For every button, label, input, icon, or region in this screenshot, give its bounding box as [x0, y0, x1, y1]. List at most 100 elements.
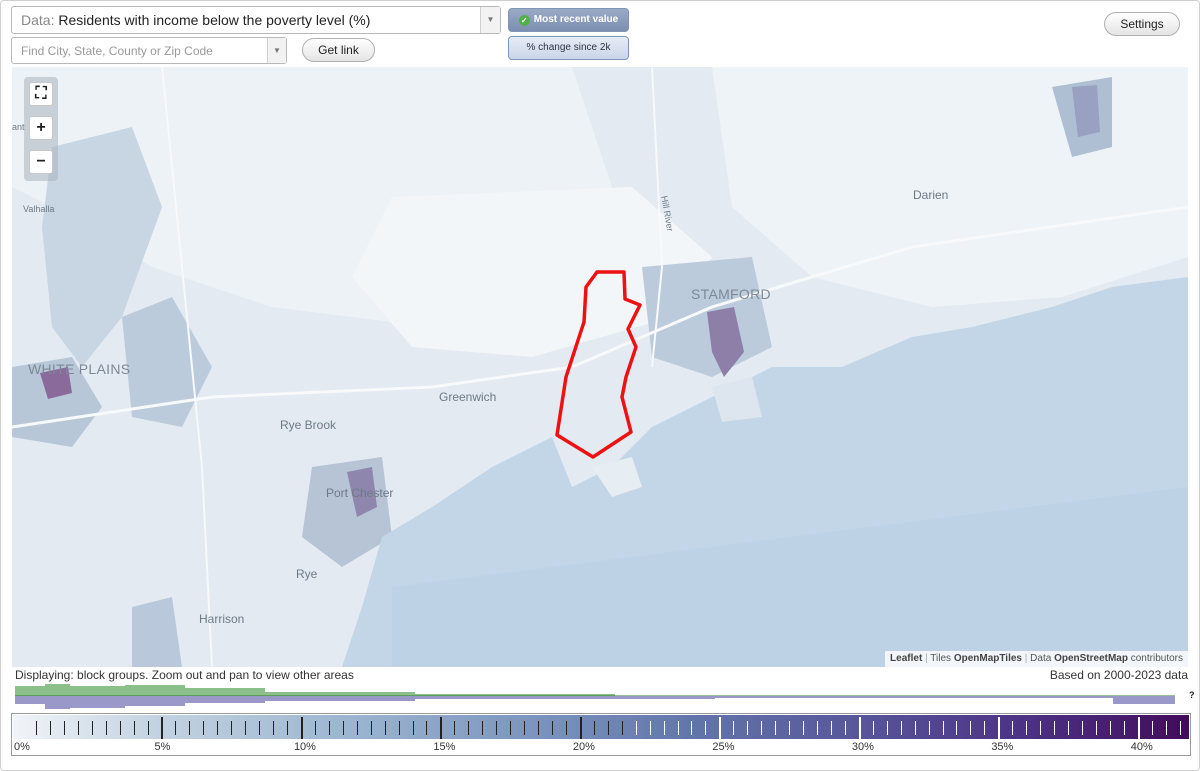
- legend-minor-tick: [761, 721, 763, 735]
- legend-minor-tick: [273, 721, 275, 735]
- legend-minor-tick: [175, 721, 177, 735]
- attribution-data-prefix: Data: [1030, 653, 1052, 664]
- legend-major-tick: [440, 717, 443, 739]
- legend-minor-tick: [1179, 721, 1181, 735]
- legend-minor-tick: [49, 721, 51, 735]
- legend-minor-tick: [245, 721, 247, 735]
- legend-minor-tick: [496, 721, 498, 735]
- legend-label: 40%: [1130, 741, 1153, 753]
- land-patch-greenwich: [352, 187, 712, 357]
- legend-minor-tick: [91, 721, 93, 735]
- histogram-lower: [15, 696, 1175, 709]
- attribution-leaflet-link[interactable]: Leaflet: [890, 653, 923, 664]
- legend-minor-tick: [482, 721, 484, 735]
- legend-minor-tick: [677, 721, 679, 735]
- legend-help-icon[interactable]: ?: [1189, 690, 1195, 700]
- color-legend: 0% 5% 10% 15% 20% 25% 30% 35% 40%: [11, 713, 1191, 756]
- legend-minor-tick: [1165, 721, 1167, 735]
- legend-minor-tick: [552, 721, 553, 735]
- legend-minor-tick: [984, 721, 986, 735]
- legend-minor-tick: [203, 721, 205, 735]
- legend-minor-tick: [398, 721, 400, 735]
- legend-major-tick: [579, 717, 582, 739]
- legend-minor-tick: [1109, 721, 1111, 735]
- legend-major-tick: [300, 717, 303, 739]
- legend-minor-tick: [733, 721, 735, 735]
- legend-minor-tick: [77, 721, 79, 735]
- legend-label: 5%: [154, 741, 171, 753]
- legend-minor-tick: [803, 721, 805, 735]
- legend-major-tick: [1137, 717, 1140, 739]
- data-select-dropdown-icon[interactable]: ▼: [480, 7, 500, 33]
- legend-major-tick: [858, 717, 861, 739]
- legend-minor-tick: [1151, 721, 1153, 735]
- legend-minor-tick: [412, 721, 414, 735]
- island-2: [712, 377, 762, 422]
- percent-change-toggle[interactable]: % change since 2k: [508, 36, 629, 60]
- attribution-osm-link[interactable]: OpenStreetMap: [1054, 653, 1128, 664]
- legend-minor-tick: [217, 721, 219, 735]
- map-view[interactable]: ⛶ + − WHITE PLAINS STAMFORD Greenwich Ry…: [12, 67, 1188, 667]
- get-link-button[interactable]: Get link: [302, 38, 375, 62]
- legend-minor-tick: [356, 721, 358, 735]
- place-label-rye-brook: Rye Brook: [280, 418, 337, 432]
- sound-deep-water: [392, 487, 1188, 667]
- high-poverty-northeast: [1072, 85, 1100, 137]
- legend-gradient: [13, 715, 1189, 739]
- legend-major-tick: [719, 717, 722, 739]
- legend-minor-tick: [593, 721, 595, 735]
- island-1: [592, 457, 642, 497]
- legend-minor-tick: [789, 721, 791, 735]
- data-select-value: Residents with income below the poverty …: [58, 12, 371, 28]
- legend-minor-tick: [342, 721, 344, 735]
- legend-minor-tick: [900, 721, 902, 735]
- interstate-road: [12, 205, 1188, 429]
- block-group-wp-south: [122, 297, 212, 427]
- map-canvas: [12, 67, 1188, 667]
- legend-minor-tick: [691, 721, 693, 735]
- legend-minor-tick: [635, 721, 637, 735]
- legend-minor-tick: [231, 721, 233, 735]
- legend-minor-tick: [705, 721, 707, 735]
- legend-minor-tick: [1082, 721, 1083, 735]
- search-dropdown-icon[interactable]: ▼: [267, 38, 286, 63]
- legend-minor-tick: [1054, 721, 1056, 735]
- high-poverty-white-plains: [40, 367, 72, 399]
- legend-minor-tick: [970, 721, 972, 735]
- zoom-out-button[interactable]: −: [29, 150, 53, 174]
- legend-minor-tick: [328, 721, 330, 735]
- data-select[interactable]: Data: Residents with income below the po…: [11, 6, 501, 34]
- legend-minor-tick: [649, 721, 651, 735]
- most-recent-value-toggle[interactable]: ✓ Most recent value: [508, 8, 629, 32]
- legend-minor-tick: [872, 721, 874, 735]
- legend-minor-tick: [942, 721, 944, 735]
- attribution-tiles-link[interactable]: OpenMapTiles: [953, 653, 1022, 664]
- data-select-prefix: Data:: [21, 12, 55, 28]
- distribution-histogram: [15, 684, 1175, 709]
- zoom-in-button[interactable]: +: [29, 116, 53, 140]
- place-label-partial: ant: [12, 122, 25, 132]
- legend-minor-tick: [747, 721, 749, 735]
- legend-label: 35%: [991, 741, 1014, 753]
- legend-minor-tick: [370, 721, 372, 735]
- legend-minor-tick: [1123, 721, 1125, 735]
- settings-button[interactable]: Settings: [1104, 12, 1180, 36]
- attribution-tiles-prefix: Tiles: [930, 653, 952, 664]
- legend-minor-tick: [914, 721, 916, 735]
- high-poverty-stamford: [707, 307, 744, 377]
- legend-minor-tick: [844, 721, 846, 735]
- legend-minor-tick: [1068, 721, 1070, 735]
- legend-minor-tick: [1026, 721, 1028, 735]
- place-label-white-plains: WHITE PLAINS: [28, 361, 131, 377]
- histogram-upper: [15, 684, 1175, 697]
- legend-minor-tick: [133, 721, 135, 735]
- fit-extent-button[interactable]: ⛶: [29, 82, 53, 106]
- legend-label: 30%: [851, 741, 874, 753]
- legend-minor-tick: [928, 721, 930, 735]
- location-search-input[interactable]: [11, 37, 287, 64]
- legend-minor-tick: [886, 721, 888, 735]
- selected-area-outline: [555, 270, 642, 459]
- most-recent-label: Most recent value: [533, 14, 619, 25]
- displaying-status: Displaying: block groups. Zoom out and p…: [15, 668, 354, 682]
- north-south-road: [161, 67, 213, 667]
